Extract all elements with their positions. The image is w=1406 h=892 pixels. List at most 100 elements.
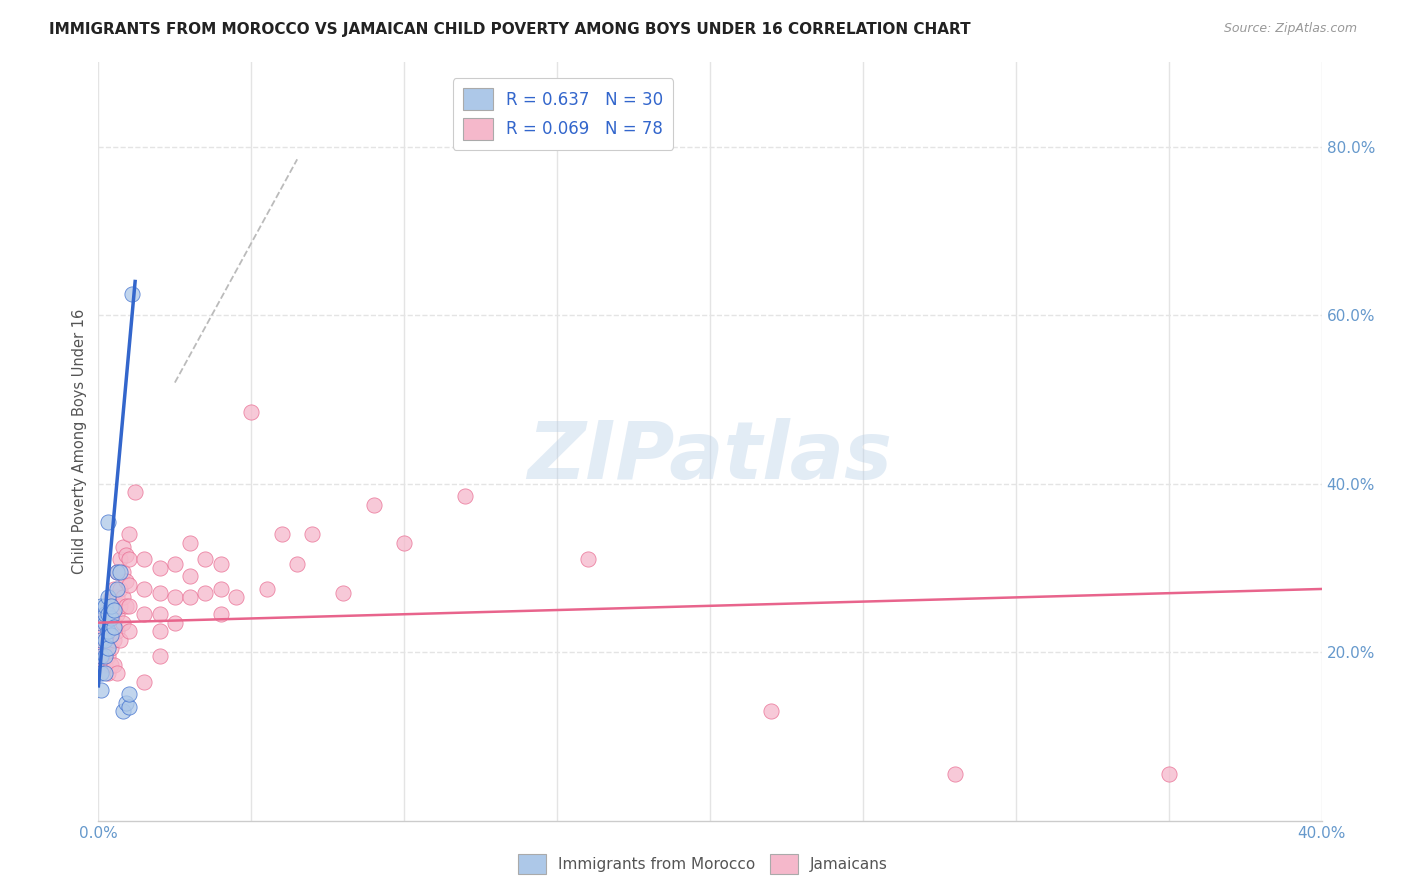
Point	[100, 624, 122, 639]
Point	[97, 666, 120, 681]
Point	[105, 666, 128, 681]
Point	[97, 640, 120, 655]
Point	[149, 649, 172, 664]
Point	[163, 591, 186, 605]
Point	[105, 582, 128, 596]
Point	[179, 569, 201, 583]
Point	[105, 565, 128, 579]
Point	[256, 582, 278, 596]
Point	[103, 599, 125, 613]
Point	[134, 674, 156, 689]
Point	[97, 599, 120, 613]
Point	[194, 552, 217, 566]
Point	[111, 565, 134, 579]
Point	[332, 586, 354, 600]
Point	[124, 485, 146, 500]
Point	[1157, 767, 1180, 781]
Point	[194, 586, 217, 600]
Point	[97, 515, 120, 529]
Point	[105, 591, 128, 605]
Point	[134, 582, 156, 596]
Point	[103, 603, 125, 617]
Point	[93, 624, 115, 639]
Point	[115, 599, 138, 613]
Point	[100, 640, 122, 655]
Point	[103, 582, 125, 596]
Point	[103, 657, 125, 672]
Point	[93, 632, 115, 647]
Legend: R = 0.637   N = 30, R = 0.069   N = 78: R = 0.637 N = 30, R = 0.069 N = 78	[453, 78, 673, 150]
Point	[108, 582, 131, 596]
Point	[108, 599, 131, 613]
Point	[270, 527, 292, 541]
Legend: Immigrants from Morocco, Jamaicans: Immigrants from Morocco, Jamaicans	[512, 848, 894, 880]
Point	[454, 489, 477, 503]
Point	[759, 704, 782, 718]
Point	[115, 548, 138, 563]
Point	[209, 557, 232, 571]
Point	[108, 552, 131, 566]
Point	[149, 624, 172, 639]
Point	[100, 628, 122, 642]
Point	[93, 607, 115, 622]
Point	[97, 624, 120, 639]
Point	[118, 687, 141, 701]
Point	[108, 632, 131, 647]
Point	[108, 565, 131, 579]
Point	[179, 591, 201, 605]
Point	[111, 540, 134, 554]
Point	[111, 615, 134, 630]
Point	[240, 405, 263, 419]
Point	[90, 649, 112, 664]
Point	[103, 632, 125, 647]
Point	[93, 666, 115, 681]
Point	[363, 498, 385, 512]
Point	[90, 632, 112, 647]
Point	[100, 607, 122, 622]
Text: IMMIGRANTS FROM MOROCCO VS JAMAICAN CHILD POVERTY AMONG BOYS UNDER 16 CORRELATIO: IMMIGRANTS FROM MOROCCO VS JAMAICAN CHIL…	[49, 22, 970, 37]
Point	[100, 657, 122, 672]
Point	[97, 591, 120, 605]
Point	[100, 611, 122, 625]
Point	[118, 578, 141, 592]
Point	[163, 557, 186, 571]
Point	[115, 696, 138, 710]
Point	[943, 767, 966, 781]
Point	[121, 287, 143, 301]
Point	[209, 607, 232, 622]
Point	[392, 535, 416, 549]
Point	[149, 586, 172, 600]
Point	[93, 599, 115, 613]
Point	[118, 599, 141, 613]
Point	[90, 615, 112, 630]
Point	[103, 615, 125, 630]
Point	[90, 683, 112, 698]
Point	[90, 632, 112, 647]
Point	[149, 561, 172, 575]
Point	[179, 535, 201, 549]
Point	[97, 632, 120, 647]
Y-axis label: Child Poverty Among Boys Under 16: Child Poverty Among Boys Under 16	[72, 309, 87, 574]
Point	[100, 599, 122, 613]
Point	[105, 607, 128, 622]
Point	[97, 649, 120, 664]
Point	[90, 666, 112, 681]
Point	[285, 557, 308, 571]
Point	[111, 704, 134, 718]
Text: ZIPatlas: ZIPatlas	[527, 417, 893, 496]
Point	[111, 591, 134, 605]
Point	[149, 607, 172, 622]
Point	[90, 615, 112, 630]
Point	[118, 552, 141, 566]
Point	[163, 615, 186, 630]
Point	[93, 607, 115, 622]
Point	[97, 607, 120, 622]
Point	[90, 649, 112, 664]
Point	[576, 552, 599, 566]
Point	[100, 591, 122, 605]
Point	[97, 615, 120, 630]
Point	[93, 649, 115, 664]
Point	[90, 599, 112, 613]
Text: Source: ZipAtlas.com: Source: ZipAtlas.com	[1223, 22, 1357, 36]
Point	[93, 640, 115, 655]
